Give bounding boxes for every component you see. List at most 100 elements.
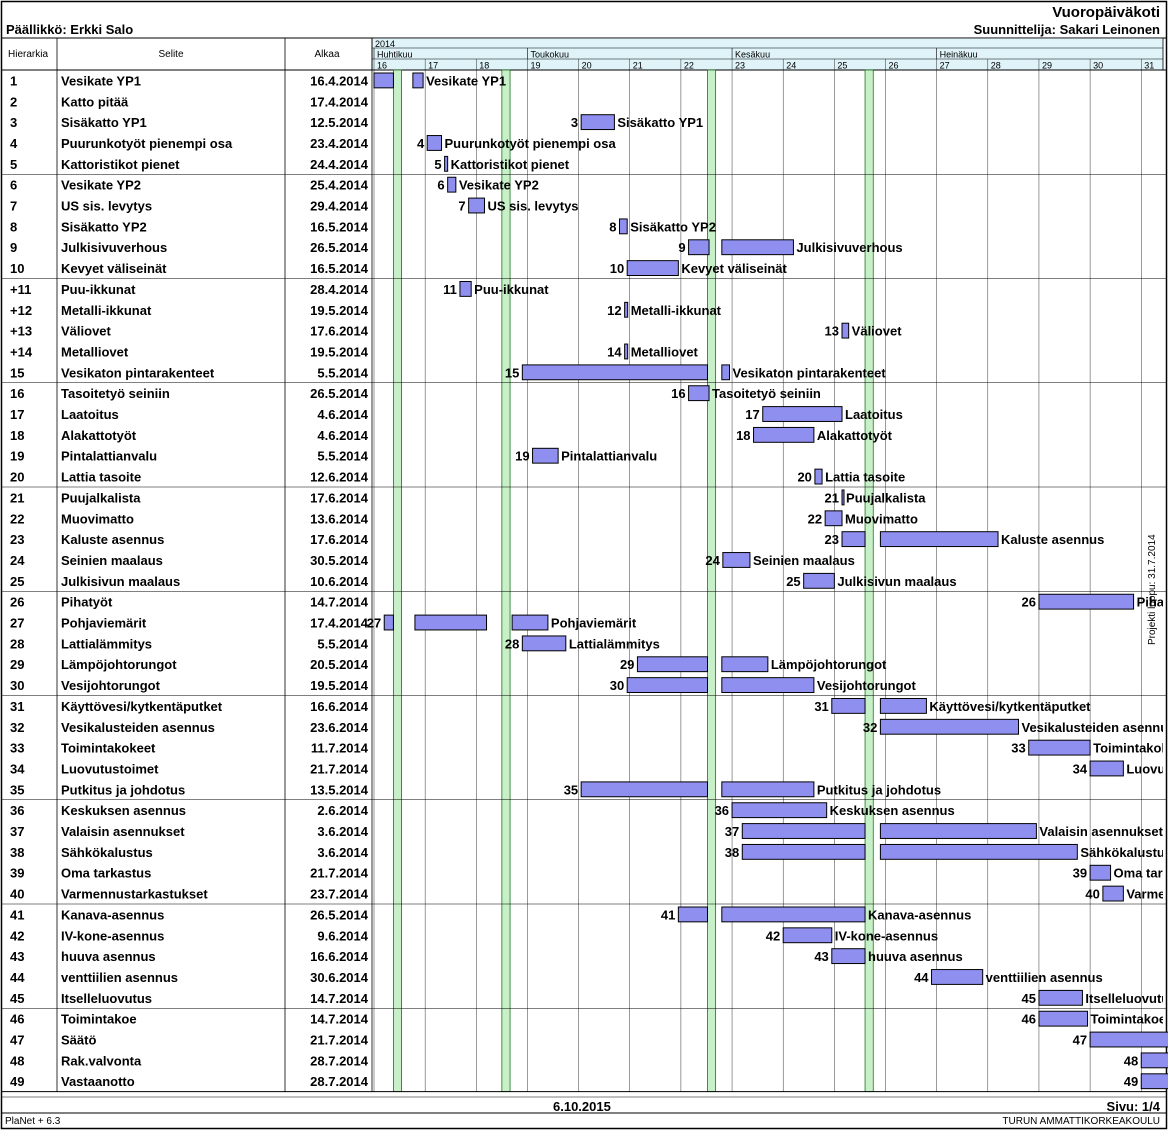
- task-id: 37: [10, 824, 24, 839]
- bar-id-label: 10: [610, 261, 624, 276]
- bar-id-label: 12: [607, 303, 621, 318]
- bar-name-label: Lattialämmitys: [569, 636, 660, 651]
- bar-name-label: Itselleluovutus: [1085, 991, 1168, 1006]
- task-bar: [841, 531, 866, 548]
- task-bar: [841, 322, 850, 339]
- bar-name-label: Pintalattianvalu: [561, 449, 657, 464]
- bar-id-label: 47: [1073, 1033, 1087, 1048]
- bar-name-label: Vesikate YP2: [459, 178, 539, 193]
- task-id: 30: [10, 678, 24, 693]
- task-start: 30.5.2014: [310, 553, 369, 568]
- task-bar: [412, 72, 424, 89]
- task-bar: [414, 614, 488, 631]
- bar-id-label: 30: [610, 678, 624, 693]
- task-name: Varmennustarkastukset: [61, 887, 208, 902]
- bar-id-label: 48: [1124, 1053, 1138, 1068]
- task-start: 28.7.2014: [310, 1074, 369, 1089]
- task-start: 23.7.2014: [310, 887, 369, 902]
- task-id: 7: [10, 199, 17, 214]
- task-name: Väliovet: [61, 324, 112, 339]
- task-id: +12: [10, 303, 32, 318]
- task-start: 17.6.2014: [310, 490, 369, 505]
- bar-name-label: Toimintakokee: [1093, 741, 1168, 756]
- task-name: Puujalkalista: [61, 490, 141, 505]
- timeline-header-band: [371, 37, 1164, 71]
- task-bar: [1028, 739, 1091, 756]
- task-name: US sis. levytys: [61, 199, 152, 214]
- week-label: 24: [786, 61, 796, 71]
- bar-id-label: 38: [725, 845, 739, 860]
- bar-name-label: Putkitus ja johdotus: [817, 782, 941, 797]
- week-label: 26: [889, 61, 899, 71]
- month-label: Huhtikuu: [377, 50, 413, 60]
- task-start: 12.5.2014: [310, 115, 369, 130]
- task-id: 49: [10, 1074, 24, 1089]
- software-label: PlaNet + 6.3: [5, 1116, 61, 1127]
- task-start: 10.6.2014: [310, 574, 369, 589]
- task-bar: [753, 426, 815, 443]
- week-label: 21: [633, 61, 643, 71]
- column-header-hierarchy: Hierarkia: [8, 49, 48, 60]
- timeline-year-label: 2014: [375, 39, 395, 49]
- task-id: 48: [10, 1053, 24, 1068]
- bar-name-label: Kattoristikot pienet: [451, 157, 570, 172]
- task-start: 29.4.2014: [310, 199, 369, 214]
- task-id: 17: [10, 407, 24, 422]
- column-header-description: Selite: [158, 49, 183, 60]
- task-bar: [626, 677, 708, 694]
- bar-name-label: IV-kone-asennus: [835, 928, 938, 943]
- bar-id-label: 27: [367, 616, 381, 631]
- task-start: 16.4.2014: [310, 73, 369, 88]
- task-name: Puu-ikkunat: [61, 282, 136, 297]
- bar-id-label: 14: [607, 344, 622, 359]
- task-name: Sisäkatto YP1: [61, 115, 147, 130]
- task-id: 5: [10, 157, 17, 172]
- task-id: 10: [10, 261, 24, 276]
- task-start: 16.5.2014: [310, 261, 369, 276]
- task-name: Kattoristikot pienet: [61, 157, 180, 172]
- task-bar: [426, 135, 443, 151]
- task-id: 9: [10, 240, 17, 255]
- task-name: Lattia tasoite: [61, 470, 141, 485]
- task-name: Sisäkatto YP2: [61, 219, 147, 234]
- task-name: Vesikate YP2: [61, 178, 141, 193]
- task-name: Käyttövesi/kytkentäputket: [61, 699, 223, 714]
- task-bar: [468, 197, 485, 214]
- week-label: 19: [530, 61, 540, 71]
- bar-id-label: 15: [505, 365, 519, 380]
- task-bar: [731, 802, 828, 819]
- bar-name-label: Pohjaviemärit: [551, 616, 637, 631]
- bar-name-label: Kanava-asennus: [868, 907, 971, 922]
- task-name: Metalliovet: [61, 344, 129, 359]
- task-bar: [626, 260, 679, 276]
- week-label: 29: [1042, 61, 1052, 71]
- task-id: 45: [10, 991, 24, 1006]
- week-label: 23: [735, 61, 745, 71]
- task-name: Itselleluovutus: [61, 991, 152, 1006]
- task-id: 2: [10, 94, 17, 109]
- bar-name-label: Puurunkotyöt pienempi osa: [445, 136, 617, 151]
- task-start: 3.6.2014: [317, 845, 368, 860]
- task-bar: [1038, 989, 1083, 1006]
- task-name: Rak.valvonta: [61, 1053, 142, 1068]
- task-bar: [624, 301, 629, 318]
- task-id: 23: [10, 532, 24, 547]
- task-id: 26: [10, 595, 24, 610]
- task-name: Kevyet väliseinät: [61, 261, 167, 276]
- task-name: Kanava-asennus: [61, 907, 164, 922]
- task-start: 4.6.2014: [317, 428, 368, 443]
- task-name: IV-kone-asennus: [61, 928, 164, 943]
- bar-id-label: 19: [515, 449, 529, 464]
- task-id: 42: [10, 928, 24, 943]
- task-start: 19.5.2014: [310, 678, 369, 693]
- page-number: Sivu: 1/4: [1106, 1099, 1160, 1114]
- task-name: venttiilien asennus: [61, 970, 178, 985]
- bar-id-label: 5: [434, 157, 441, 172]
- project-title: Vuoropäiväkoti: [1052, 4, 1160, 21]
- task-start: 17.4.2014: [310, 94, 369, 109]
- task-bar: [803, 572, 835, 589]
- task-start: 23.6.2014: [310, 720, 369, 735]
- bar-name-label: Sisäkatto YP2: [630, 219, 716, 234]
- task-start: 26.5.2014: [310, 907, 369, 922]
